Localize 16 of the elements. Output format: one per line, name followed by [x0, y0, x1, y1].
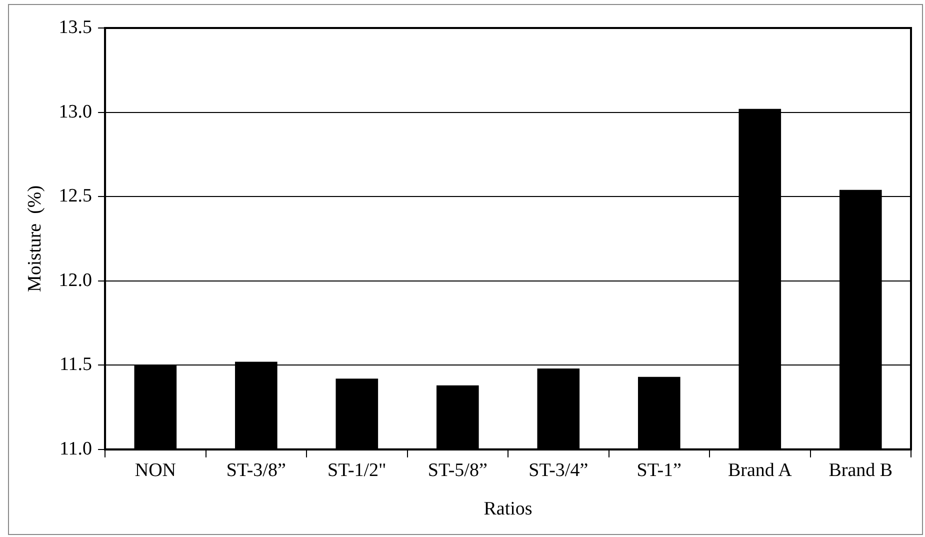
y-tick-label: 13.0 [58, 101, 92, 122]
x-tick-label: ST-1” [636, 460, 682, 481]
y-tick-label: 11.0 [60, 438, 92, 460]
y-tick-label: 12.5 [58, 186, 92, 207]
y-tick-label: 11.5 [60, 354, 92, 376]
y-tick-label: 12.0 [58, 270, 92, 291]
x-tick-label: ST-1/2" [328, 460, 386, 481]
x-tick-label: ST-5/8” [428, 460, 488, 481]
y-axis-title: Moisture (%) [24, 185, 46, 292]
x-tick-label: ST-3/8” [226, 460, 286, 481]
x-tick-label: Brand A [728, 460, 792, 481]
x-tick-label: NON [134, 460, 176, 481]
x-tick-label: ST-3/4” [528, 460, 588, 481]
x-axis-title: Ratios [484, 498, 532, 520]
x-tick-label: Brand B [828, 460, 893, 481]
y-tick-label: 13.5 [58, 16, 92, 38]
